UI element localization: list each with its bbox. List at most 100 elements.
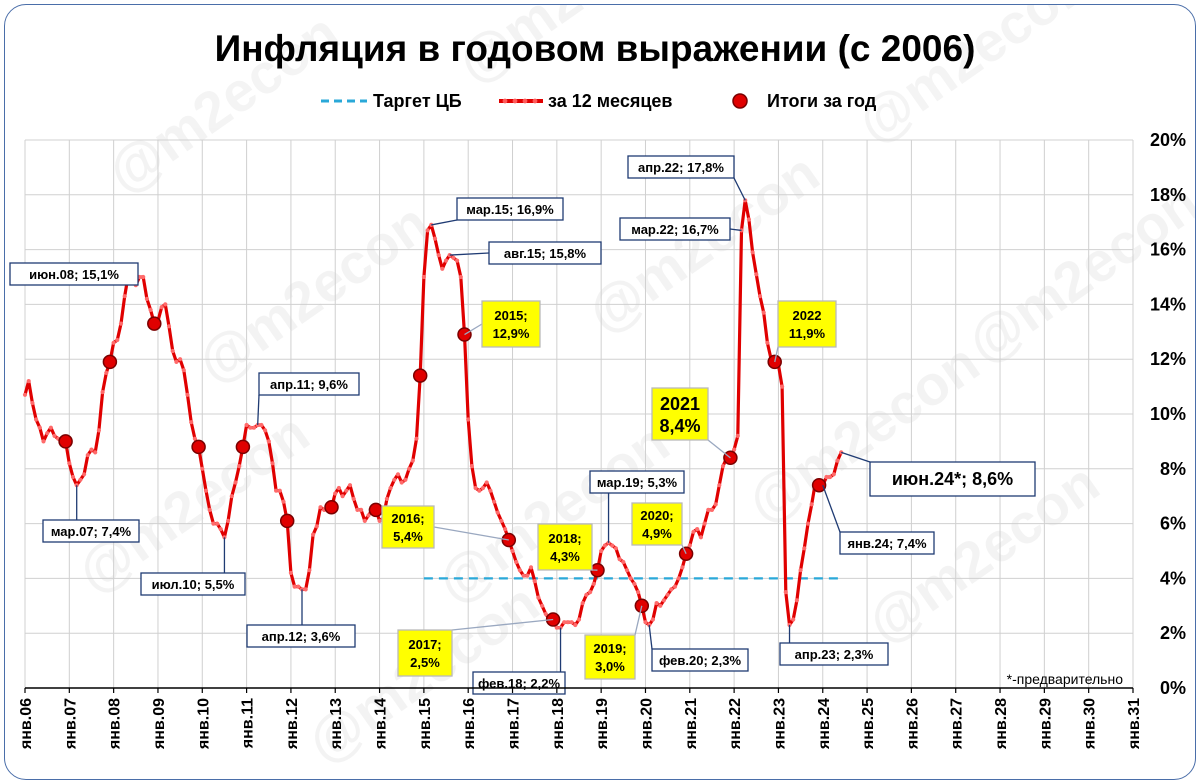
monthly-point <box>698 535 704 540</box>
callout-box <box>397 629 453 677</box>
x-tick-label: янв.16 <box>461 698 478 750</box>
callout-box <box>631 502 683 546</box>
annual-point <box>279 513 295 529</box>
callout-box <box>619 217 731 241</box>
monthly-point <box>392 477 397 482</box>
x-tick-label: янв.11 <box>240 698 257 749</box>
monthly-point <box>218 527 223 532</box>
chart-title: Инфляция в годовом выражении (с 2006) <box>215 28 976 69</box>
monthly-point <box>303 587 308 592</box>
monthly-point <box>403 477 408 482</box>
footnote: *-предварительно <box>1007 671 1124 687</box>
monthly-point <box>410 458 415 463</box>
monthly-point <box>292 584 297 589</box>
monthly-point <box>650 617 656 622</box>
monthly-point <box>266 439 271 444</box>
y-tick-label: 14% <box>1150 294 1186 314</box>
callout-box <box>627 155 735 179</box>
monthly-point <box>543 611 548 617</box>
monthly-point <box>735 433 740 438</box>
callout: фев.20; 2,3% <box>648 624 749 672</box>
callout-text: мар.07; 7,4% <box>51 524 132 539</box>
legend-annual-label: Итоги за год <box>767 91 877 111</box>
x-tick-label: янв.13 <box>328 698 345 750</box>
y-tick-label: 6% <box>1160 514 1186 534</box>
callout-text-value: 3,0% <box>595 659 625 674</box>
callout: янв.24; 7,4% <box>822 485 935 555</box>
legend-annual-swatch <box>732 93 748 109</box>
monthly-point <box>521 573 526 578</box>
callout-text: апр.12; 3,6% <box>262 629 341 644</box>
monthly-point <box>344 488 349 493</box>
callout-box <box>488 241 602 265</box>
y-tick-label: 2% <box>1160 623 1186 643</box>
monthly-point <box>85 453 90 458</box>
callout-text-value: 4,3% <box>550 549 580 564</box>
callout-leader <box>257 394 260 425</box>
callout-box <box>779 642 889 666</box>
callout-text: янв.24; 7,4% <box>847 536 927 551</box>
callout: апр.12; 3,6% <box>246 589 356 648</box>
monthly-point <box>296 584 301 589</box>
y-tick-label: 12% <box>1150 349 1186 369</box>
monthly-point <box>118 321 124 326</box>
monthly-point <box>181 368 186 373</box>
legend-monthly-label: за 12 месяцев <box>548 91 673 111</box>
monthly-point <box>166 324 172 329</box>
annotations-layer: мар.07; 7,4% июн.08; 15,1% июл.10; 5,5% апр… <box>9 155 1036 695</box>
monthly-point <box>189 420 194 425</box>
callout-leader <box>431 219 458 226</box>
monthly-point <box>259 422 264 428</box>
callout: 2017; 2,5% <box>397 618 554 677</box>
callout-leader <box>433 526 509 541</box>
callout: апр.11; 9,6% <box>257 372 360 425</box>
monthly-point <box>706 507 711 512</box>
monthly-point <box>37 425 42 430</box>
monthly-point <box>89 447 94 452</box>
monthly-point <box>211 521 216 526</box>
monthly-point <box>399 480 404 485</box>
monthly-point <box>713 502 718 507</box>
monthly-point <box>517 568 523 573</box>
callout-text: фев.20; 2,3% <box>659 653 742 668</box>
monthly-point <box>362 518 367 524</box>
monthly-point <box>624 568 630 573</box>
callout-text-value: 5,4% <box>393 529 423 544</box>
monthly-point <box>96 428 101 433</box>
callout-box <box>777 300 837 348</box>
monthly-point <box>495 510 500 515</box>
monthly-point <box>388 485 393 491</box>
callout-leader <box>451 618 554 631</box>
monthly-point <box>746 217 752 222</box>
callout: 2019; 3,0% <box>584 605 643 680</box>
monthly-point <box>658 603 663 608</box>
monthly-point <box>207 507 212 512</box>
callout-box <box>537 523 593 571</box>
monthly-point <box>174 359 179 364</box>
monthly-point <box>802 546 807 551</box>
callout: мар.07; 7,4% <box>42 485 140 543</box>
monthly-point <box>669 587 674 592</box>
monthly-point <box>754 272 759 277</box>
callout: июл.10; 5,5% <box>140 537 246 596</box>
x-tick-label: янв.18 <box>550 698 567 750</box>
monthly-point <box>355 507 360 512</box>
monthly-point <box>610 543 615 548</box>
monthly-point <box>178 357 183 362</box>
callout-box <box>246 624 356 648</box>
y-tick-label: 4% <box>1160 568 1186 588</box>
monthly-inflation-line <box>23 198 843 630</box>
annual-point <box>235 439 251 455</box>
monthly-point <box>100 390 105 395</box>
callout-box <box>869 461 1036 497</box>
x-tick-label: янв.24 <box>816 698 833 750</box>
callout: мар.15; 16,9% <box>431 197 564 226</box>
callout: мар.22; 16,7% <box>619 217 742 241</box>
monthly-point <box>366 513 371 518</box>
callout-box <box>589 470 685 494</box>
monthly-point <box>687 543 692 548</box>
monthly-point <box>333 491 338 496</box>
monthly-point <box>41 439 46 444</box>
monthly-point <box>499 518 504 524</box>
